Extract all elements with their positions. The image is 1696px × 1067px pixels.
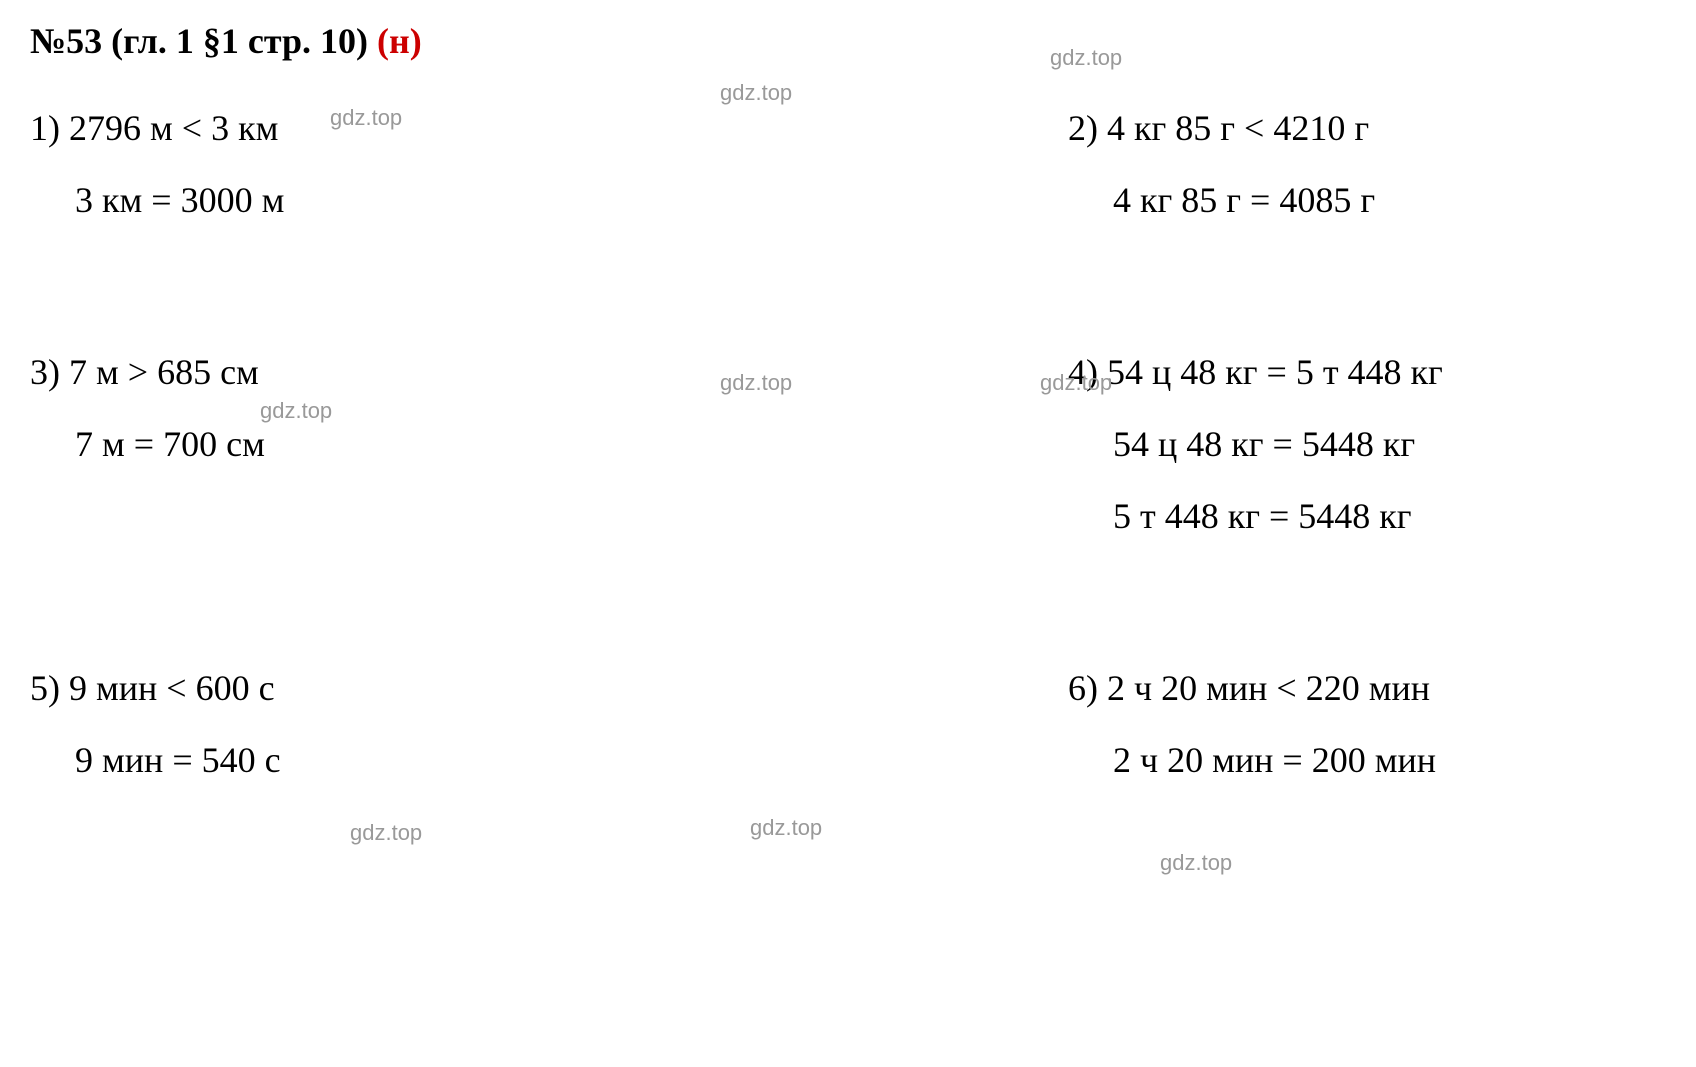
header-main: №53 (гл. 1 §1 стр. 10) <box>30 21 368 61</box>
problem-5: 5) 9 мин < 600 с 9 мин = 540 с <box>30 652 748 796</box>
watermark: gdz.top <box>260 398 332 424</box>
problem-line: 4) 54 ц 48 кг = 5 т 448 кг <box>1068 336 1666 408</box>
problem-header: №53 (гл. 1 §1 стр. 10) (н) <box>30 20 1666 62</box>
header-suffix: (н) <box>377 21 422 61</box>
problem-line: 6) 2 ч 20 мин < 220 мин <box>1068 652 1666 724</box>
watermark: gdz.top <box>330 105 402 131</box>
problem-line: 2) 4 кг 85 г < 4210 г <box>1068 92 1666 164</box>
problem-line: 3 км = 3000 м <box>30 164 748 236</box>
problem-6: 6) 2 ч 20 мин < 220 мин 2 ч 20 мин = 200… <box>948 652 1666 796</box>
problem-line: 54 ц 48 кг = 5448 кг <box>1068 408 1666 480</box>
watermark: gdz.top <box>720 80 792 106</box>
problem-2: 2) 4 кг 85 г < 4210 г 4 кг 85 г = 4085 г <box>948 92 1666 236</box>
watermark: gdz.top <box>1050 45 1122 71</box>
problem-3: 3) 7 м > 685 см 7 м = 700 см <box>30 336 748 552</box>
problem-4: 4) 54 ц 48 кг = 5 т 448 кг 54 ц 48 кг = … <box>948 336 1666 552</box>
watermark: gdz.top <box>350 820 422 846</box>
watermark: gdz.top <box>1040 370 1112 396</box>
problem-line: 9 мин = 540 с <box>30 724 748 796</box>
problem-line: 5 т 448 кг = 5448 кг <box>1068 480 1666 552</box>
problem-line: 4 кг 85 г = 4085 г <box>1068 164 1666 236</box>
problem-line: 5) 9 мин < 600 с <box>30 652 748 724</box>
problem-line: 3) 7 м > 685 см <box>30 336 748 408</box>
problem-line: 7 м = 700 см <box>30 408 748 480</box>
problem-line: 2 ч 20 мин = 200 мин <box>1068 724 1666 796</box>
watermark: gdz.top <box>720 370 792 396</box>
watermark: gdz.top <box>1160 850 1232 876</box>
watermark: gdz.top <box>750 815 822 841</box>
problems-grid: 1) 2796 м < 3 км 3 км = 3000 м 2) 4 кг 8… <box>30 92 1666 796</box>
